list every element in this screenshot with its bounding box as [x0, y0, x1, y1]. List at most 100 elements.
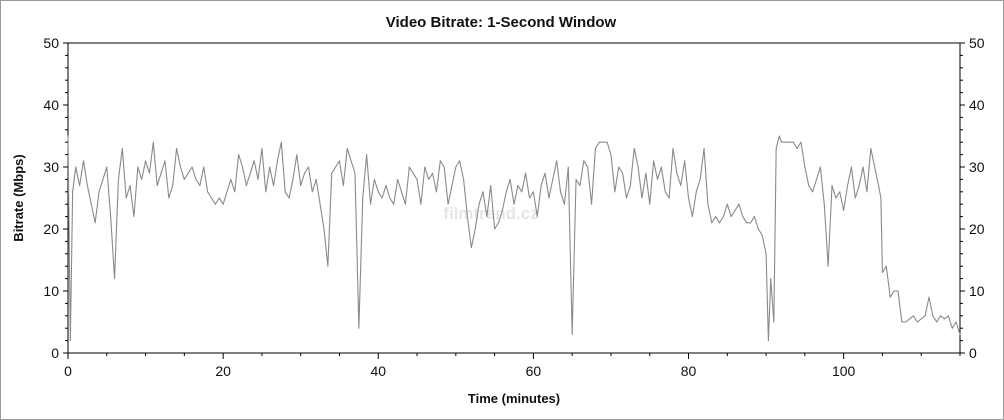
bitrate-point-0-95	[432, 172, 434, 174]
bitrate-point-0-47	[245, 185, 247, 187]
bitrate-point-0-219	[901, 321, 903, 323]
bitrate-point-0-189	[788, 141, 790, 143]
bitrate-point-0-124	[544, 172, 546, 174]
x-tick-label: 100	[832, 363, 856, 379]
bitrate-point-0-23	[152, 141, 154, 143]
bitrate-point-0-9	[98, 191, 100, 193]
bitrate-point-0-98	[443, 166, 445, 168]
bitrate-point-0-11	[106, 166, 108, 168]
y-tick-label-right: 20	[969, 221, 985, 237]
bitrate-point-0-231	[947, 315, 949, 317]
bitrate-point-0-50	[257, 178, 259, 180]
bitrate-point-0-119	[525, 172, 527, 174]
bitrate-point-0-108	[482, 191, 484, 193]
bitrate-point-0-164	[699, 178, 701, 180]
bitrate-point-0-46	[242, 166, 243, 168]
bitrate-point-0-128	[560, 191, 561, 193]
bitrate-point-0-17	[129, 185, 131, 187]
bitrate-point-0-82	[381, 197, 383, 199]
bitrate-point-0-186	[778, 135, 780, 137]
bitrate-point-0-30	[180, 166, 181, 168]
bitrate-point-0-194	[808, 185, 810, 187]
bitrate-point-0-43	[230, 178, 232, 180]
bitrate-point-0-202	[839, 191, 841, 193]
bitrate-point-0-73	[346, 147, 348, 149]
bitrate-point-0-62	[304, 172, 306, 174]
bitrate-point-0-123	[540, 185, 542, 187]
bitrate-point-0-143	[618, 166, 620, 168]
bitrate-point-0-22	[148, 172, 150, 174]
bitrate-point-0-226	[928, 296, 930, 298]
bitrate-point-0-177	[750, 222, 752, 224]
bitrate-point-0-112	[498, 222, 499, 224]
bitrate-point-0-48	[249, 172, 251, 174]
bitrate-point-0-165	[703, 147, 705, 149]
bitrate-point-0-203	[843, 209, 845, 211]
bitrate-point-0-155	[664, 191, 666, 193]
bitrate-point-0-154	[660, 166, 662, 168]
bitrate-point-0-215	[885, 265, 887, 267]
y-tick-label-right: 40	[969, 97, 985, 113]
bitrate-point-0-222	[913, 315, 914, 317]
bitrate-point-0-206	[854, 197, 856, 199]
bitrate-point-0-201	[835, 197, 837, 199]
bitrate-point-0-223	[916, 321, 918, 323]
bitrate-point-0-139	[602, 141, 604, 143]
bitrate-point-0-3	[75, 166, 77, 168]
bitrate-point-0-86	[397, 178, 399, 180]
y-axis-title: Bitrate (Mbps)	[11, 154, 26, 241]
bitrate-point-0-54	[273, 185, 274, 187]
bitrate-point-0-147	[633, 147, 635, 149]
bitrate-point-0-85	[393, 203, 395, 205]
bitrate-point-0-115	[509, 178, 511, 180]
bitrate-point-0-31	[183, 178, 185, 180]
x-tick-label: 80	[681, 363, 697, 379]
bitrate-point-0-230	[944, 318, 945, 320]
bitrate-point-0-166	[707, 203, 709, 205]
bitrate-point-0-190	[792, 141, 794, 143]
bitrate-point-0-2	[72, 191, 74, 193]
bitrate-point-0-150	[645, 172, 647, 174]
bitrate-point-0-72	[342, 185, 344, 187]
bitrate-point-0-0	[67, 135, 69, 137]
bitrate-point-0-212	[878, 185, 880, 187]
bitrate-point-0-209	[866, 191, 868, 193]
bitrate-point-0-172	[730, 216, 732, 218]
bitrate-point-0-211	[874, 166, 876, 168]
bitrate-point-0-125	[548, 197, 550, 199]
bitrate-point-0-195	[812, 191, 814, 193]
bitrate-point-0-78	[366, 154, 368, 156]
bitrate-point-0-4	[79, 185, 81, 187]
bitrate-point-0-129	[563, 203, 565, 205]
bitrate-point-0-132	[575, 178, 577, 180]
bitrate-point-0-181	[765, 253, 767, 255]
bitrate-point-0-207	[858, 185, 860, 187]
bitrate-point-0-29	[176, 147, 178, 149]
bitrate-point-0-79	[370, 203, 371, 205]
bitrate-point-0-114	[505, 191, 507, 193]
bitrate-point-0-81	[377, 191, 379, 193]
bitrate-point-0-213	[880, 197, 882, 199]
bitrate-point-0-100	[451, 185, 453, 187]
bitrate-point-0-45	[238, 154, 240, 156]
bitrate-point-0-196	[816, 178, 817, 180]
bitrate-point-0-104	[467, 216, 468, 218]
bitrate-point-0-137	[594, 147, 596, 149]
bitrate-point-0-65	[315, 178, 317, 180]
bitrate-point-0-169	[719, 222, 720, 224]
bitrate-point-0-44	[234, 191, 236, 193]
bitrate-point-0-134	[583, 160, 585, 162]
bitrate-point-0-146	[629, 185, 631, 187]
bitrate-point-0-152	[653, 160, 655, 162]
bitrate-point-0-90	[412, 172, 414, 174]
bitrate-point-0-67	[323, 228, 325, 230]
bitrate-point-0-80	[373, 178, 375, 180]
bitrate-point-0-225	[924, 315, 926, 317]
bitrate-point-0-64	[311, 191, 313, 193]
bitrate-point-0-135	[587, 166, 589, 168]
y-tick-label-left: 50	[43, 35, 59, 51]
bitrate-point-0-218	[897, 290, 899, 292]
bitrate-point-0-14	[117, 178, 119, 180]
bitrate-point-0-180	[761, 234, 763, 236]
